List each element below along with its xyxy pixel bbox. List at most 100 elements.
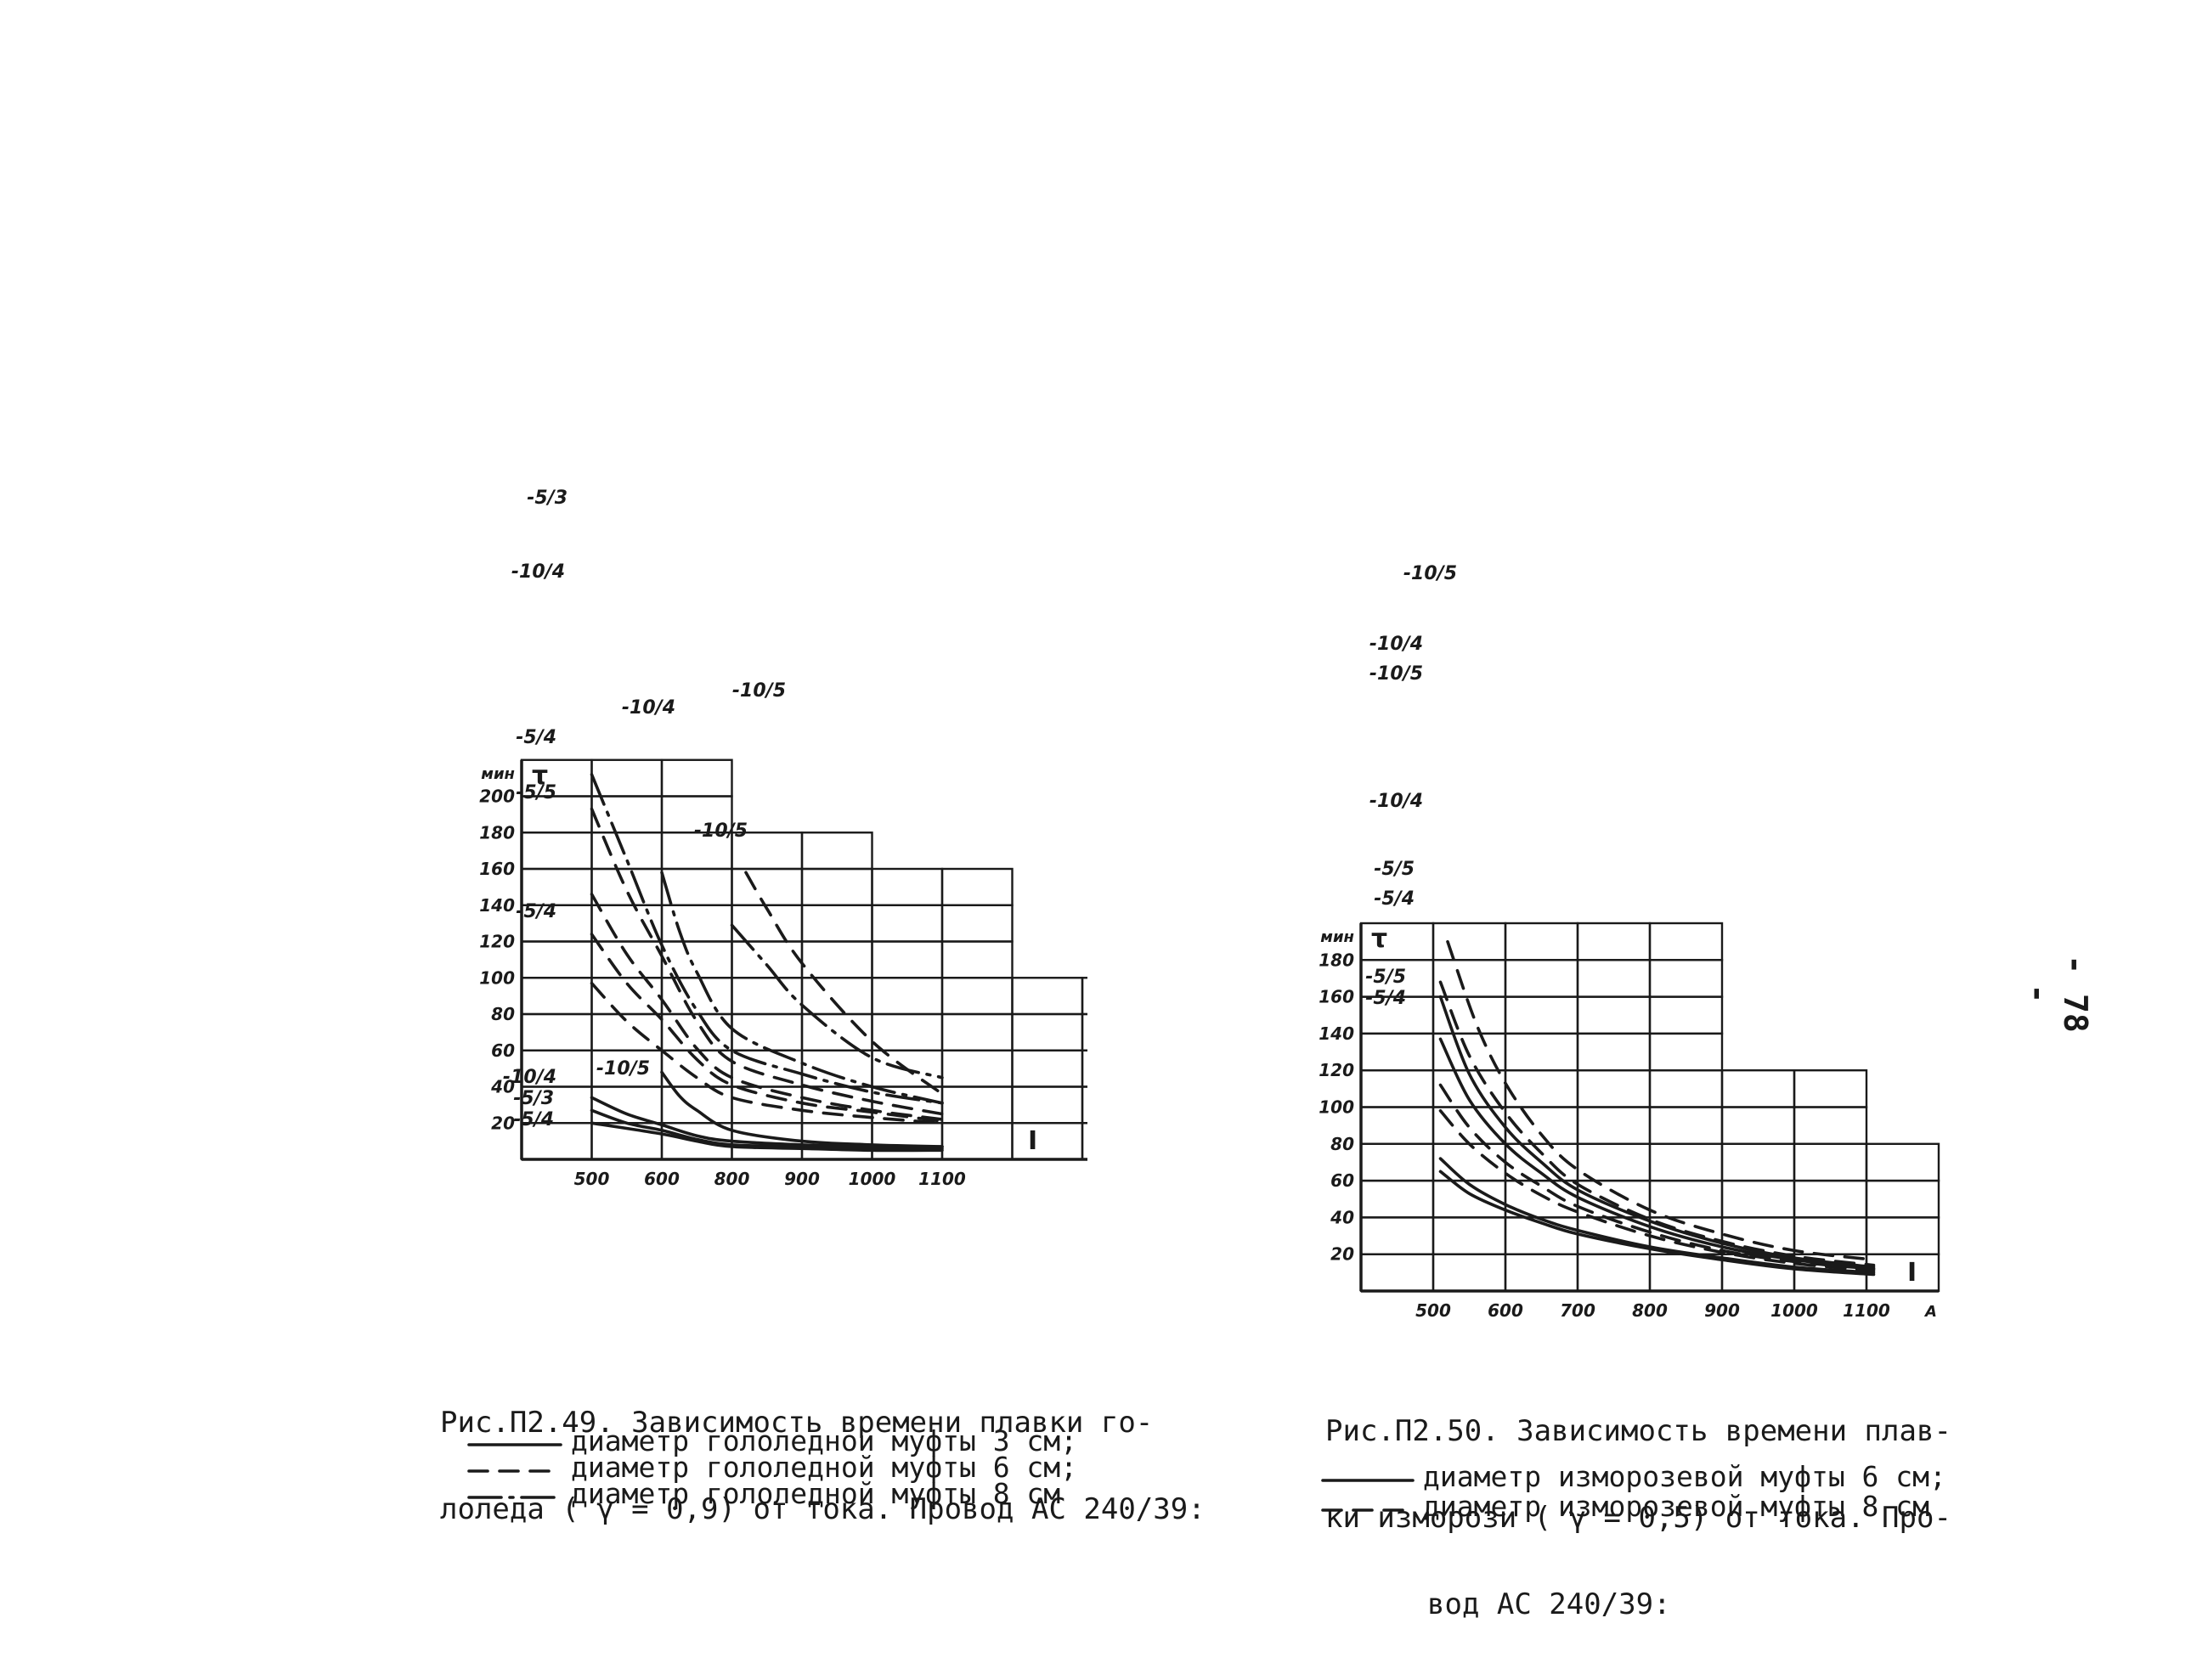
x-tick-label: 600 xyxy=(644,1169,680,1189)
legend-item: диаметр изморозевой муфты 8 см xyxy=(1321,1492,1929,1520)
legend-line-dashdot xyxy=(467,1495,562,1499)
y-tick-label: 20 xyxy=(491,1113,515,1133)
series-label: -10/4 xyxy=(1369,791,1423,812)
x-tick-label: 500 xyxy=(1415,1300,1451,1321)
series-label: -5/4 xyxy=(1374,888,1415,910)
series-label: -10/4 xyxy=(503,1067,556,1088)
legend-line-dashed xyxy=(1321,1508,1415,1512)
y-tick-label: 120 xyxy=(479,932,515,952)
grid-cell xyxy=(940,940,1014,979)
legend-label: диаметр гололедной муфты 8 см xyxy=(571,1477,1061,1510)
grid-cell xyxy=(800,904,873,943)
grid-cell xyxy=(1432,922,1507,961)
y-tick-label: 60 xyxy=(491,1040,515,1061)
grid-cell xyxy=(1011,1122,1084,1161)
caption-line: Рис.П2.50. Зависимость времени плав- xyxy=(1325,1414,1951,1448)
y-tick-label: 180 xyxy=(479,822,515,843)
series-line xyxy=(590,773,944,1105)
x-tick-label: 1000 xyxy=(1770,1300,1818,1321)
grid-cell xyxy=(1081,977,1087,1016)
page-number: - 78 - xyxy=(2019,955,2094,1033)
series-label: -5/4 xyxy=(516,727,556,748)
grid-cell xyxy=(660,977,733,1016)
series-label: -5/3 xyxy=(527,488,568,509)
grid-cell xyxy=(1504,1253,1579,1293)
legend-item: диаметр гололедной муфты 6 см; xyxy=(467,1453,1077,1481)
grid-cell xyxy=(940,1012,1014,1051)
grid-cell xyxy=(660,867,733,906)
series-line xyxy=(1438,1170,1876,1277)
y-tick-label: 60 xyxy=(1330,1170,1354,1191)
legend-item: диаметр изморозевой муфты 6 см; xyxy=(1321,1463,1946,1491)
grid-cell xyxy=(520,832,593,871)
grid-cell xyxy=(800,940,873,979)
grid-cell xyxy=(940,977,1014,1016)
x-tick-label: 900 xyxy=(784,1169,820,1189)
grid-cell xyxy=(520,1012,593,1051)
grid-cell xyxy=(1720,1142,1796,1182)
grid-cell xyxy=(520,977,593,1016)
grid xyxy=(520,758,1087,1161)
grid-cell xyxy=(1648,922,1724,961)
series-label: -10/5 xyxy=(1369,663,1423,685)
x-symbol-label: I xyxy=(1028,1126,1037,1156)
grid-cell xyxy=(1504,1069,1579,1108)
series-line xyxy=(590,1096,944,1148)
grid-cell xyxy=(1865,1179,1940,1219)
grid-cell xyxy=(1011,1049,1084,1088)
series-line xyxy=(1446,939,1876,1261)
grid-cell xyxy=(1504,922,1579,961)
caption-line: лоледа ( γ = 0,9) от тока. Провод АС 240… xyxy=(440,1492,1206,1526)
y-unit-label: мин xyxy=(1320,928,1354,946)
grid-cell xyxy=(871,1122,944,1161)
grid-cell xyxy=(1865,1253,1940,1293)
grid-cell xyxy=(800,977,873,1016)
y-tick-label: 200 xyxy=(479,786,515,807)
x-tick-label: 1100 xyxy=(918,1169,966,1189)
grid-cell xyxy=(1720,1106,1796,1145)
y-symbol-label: τ xyxy=(532,761,548,791)
grid-cell xyxy=(1359,1069,1435,1108)
y-tick-label: 100 xyxy=(1319,1097,1354,1118)
y-tick-label: 160 xyxy=(1319,987,1354,1007)
grid-cell xyxy=(1720,1179,1796,1219)
grid-cell xyxy=(1359,1253,1435,1293)
grid-cell xyxy=(871,1012,944,1051)
grid-cell xyxy=(1359,1179,1435,1219)
y-tick-label: 160 xyxy=(479,859,515,879)
x-tick-label: 800 xyxy=(1632,1300,1668,1321)
series-line xyxy=(1438,1109,1876,1272)
grid-cell xyxy=(520,867,593,906)
grid-cell xyxy=(1576,959,1652,998)
y-unit-label: мин xyxy=(481,765,515,783)
series-line xyxy=(660,871,944,1105)
series-line xyxy=(1438,995,1876,1269)
grid-cell xyxy=(590,867,664,906)
grid-cell xyxy=(1648,1069,1724,1108)
grid-cell xyxy=(731,1012,804,1051)
grid-cell xyxy=(940,904,1014,943)
grid-cell xyxy=(800,867,873,906)
curves xyxy=(1438,939,1876,1277)
y-tick-label: 80 xyxy=(1330,1134,1354,1154)
grid-cell xyxy=(1504,1032,1579,1072)
series-label: -5/5 xyxy=(1365,967,1406,988)
series-line xyxy=(1438,1037,1876,1271)
x-tick-label: 600 xyxy=(1488,1300,1523,1321)
grid-cell xyxy=(520,940,593,979)
grid-cell xyxy=(1081,1049,1087,1088)
series-line xyxy=(590,893,944,1121)
legend-line-dashed xyxy=(467,1469,562,1473)
series-line xyxy=(730,923,944,1080)
caption-fig-p2-50: Рис.П2.50. Зависимость времени плав- ки … xyxy=(1325,1359,1951,1677)
grid-cell xyxy=(1793,1106,1868,1145)
grid-cell xyxy=(590,1012,664,1051)
series-line xyxy=(1438,1083,1876,1271)
grid-cell xyxy=(940,867,1014,906)
y-tick-label: 40 xyxy=(490,1077,515,1097)
chart-fig-p2-50: 20 40 60 80 100 120 140 160 180 500 600 700 800 900 10… xyxy=(1319,563,1940,1321)
grid-cell xyxy=(800,832,873,871)
series-label: -5/5 xyxy=(1374,859,1415,880)
x-tick-label: 1100 xyxy=(1843,1300,1890,1321)
x-tick-label: 900 xyxy=(1704,1300,1740,1321)
